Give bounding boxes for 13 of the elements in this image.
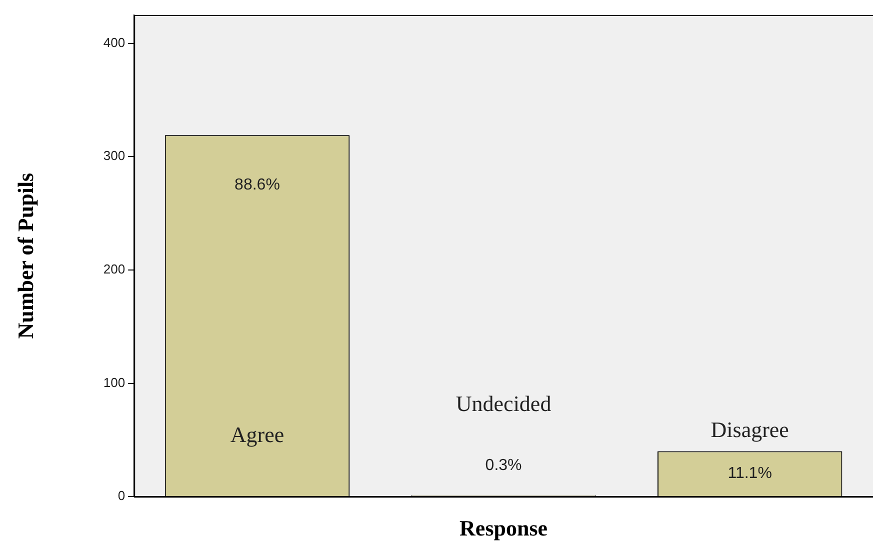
- annotation: 88.6%: [234, 176, 280, 194]
- x-tick-label: Disagree: [710, 417, 789, 442]
- annotation: 0.3%: [485, 456, 522, 474]
- x-axis-title: Response: [460, 515, 548, 540]
- y-tick-label: 300: [103, 148, 126, 164]
- y-tick-label: 400: [103, 34, 126, 50]
- y-axis-title: Number of Pupils: [12, 172, 38, 339]
- y-tick-label: 200: [103, 262, 126, 277]
- y-tick-label: 0: [118, 488, 126, 504]
- x-tick-label: Agree: [230, 422, 284, 447]
- x-tick-label: Undecided: [456, 391, 552, 416]
- y-tick-label: 100: [103, 374, 126, 390]
- annotation: 11.1%: [728, 465, 772, 482]
